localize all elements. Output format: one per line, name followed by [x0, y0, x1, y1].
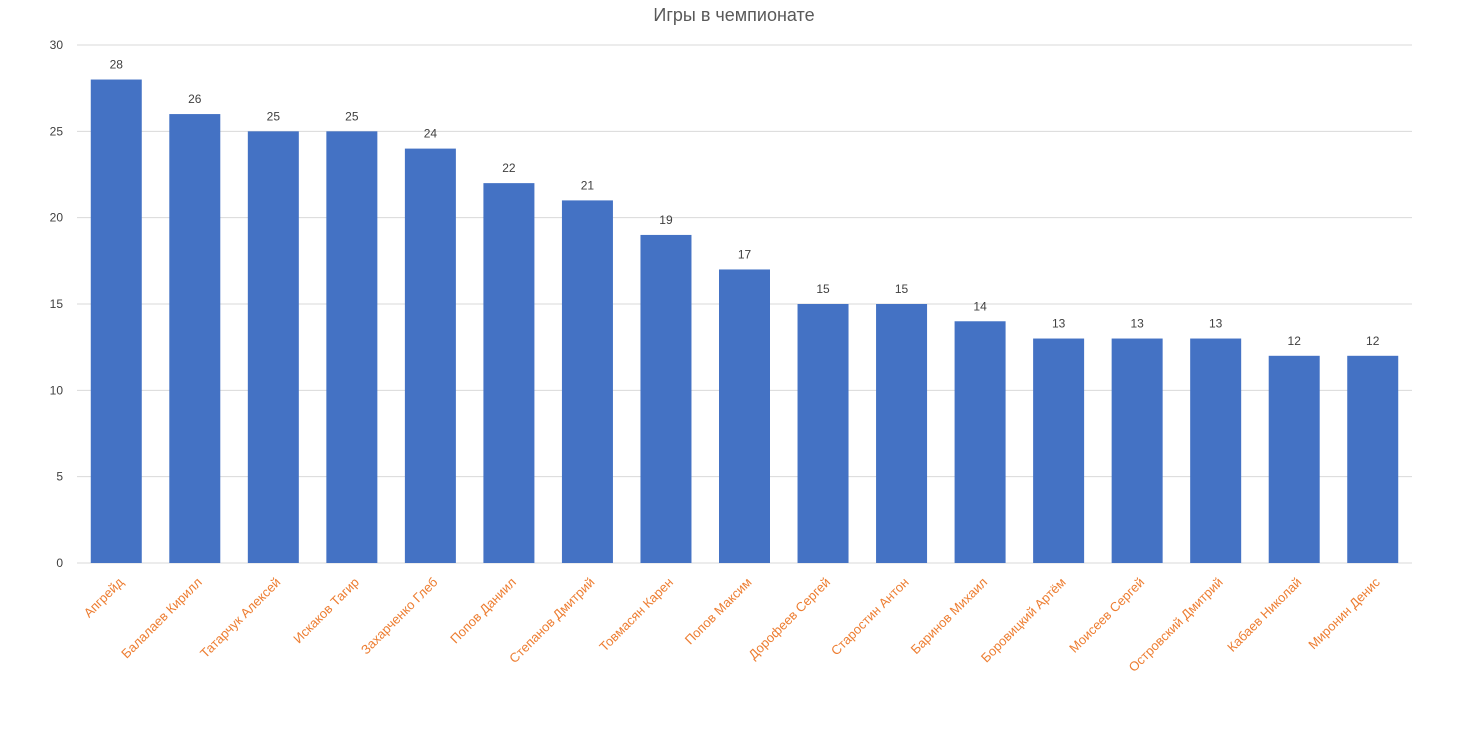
data-label: 13	[1130, 317, 1144, 331]
y-tick-label: 0	[56, 556, 63, 570]
x-tick-label: Дорофеев Сергей	[745, 575, 833, 663]
x-tick-label: Искаков Тагир	[290, 575, 362, 647]
bar	[1190, 338, 1242, 563]
bar	[1268, 355, 1320, 563]
x-tick-label: Степанов Дмитрий	[506, 575, 597, 666]
x-tick-label: Попов Максим	[682, 574, 755, 647]
y-axis-ticks: 0 5 10 15 20 25 30	[50, 38, 64, 570]
bar	[169, 114, 221, 564]
bar	[483, 183, 535, 563]
bar	[561, 200, 613, 563]
chart-title: Игры в чемпионате	[653, 5, 814, 25]
bars	[90, 79, 1399, 564]
bar	[326, 131, 378, 564]
x-tick-label: Попов Даниил	[447, 575, 519, 647]
bar	[247, 131, 299, 564]
data-label: 12	[1288, 334, 1302, 348]
x-tick-label: Боровицкий Артём	[978, 574, 1069, 665]
bar	[719, 269, 770, 563]
data-label: 22	[502, 161, 516, 175]
data-label: 19	[659, 213, 673, 227]
bar	[797, 304, 849, 563]
x-tick-label: Апгрейд	[81, 574, 127, 620]
bar	[954, 321, 1006, 563]
x-tick-label: Баринов Михаил	[908, 575, 991, 658]
bar	[90, 79, 142, 564]
y-tick-label: 25	[50, 124, 64, 138]
data-label: 25	[267, 109, 281, 123]
x-tick-label: Моисеев Сергей	[1066, 575, 1147, 656]
bar	[1033, 338, 1085, 563]
y-tick-label: 15	[50, 297, 64, 311]
bar	[1347, 355, 1399, 563]
data-label: 13	[1052, 317, 1066, 331]
x-tick-label: Старостин Антон	[828, 575, 912, 659]
data-label: 17	[738, 247, 752, 261]
data-label: 15	[895, 282, 909, 296]
x-tick-label: Татарчук Алексей	[197, 575, 283, 661]
x-tick-label: Захарченко Глеб	[358, 575, 441, 658]
bar	[876, 304, 928, 563]
data-label: 26	[188, 92, 202, 106]
bar	[404, 148, 456, 563]
data-label: 12	[1366, 334, 1380, 348]
data-label: 15	[816, 282, 830, 296]
data-label: 13	[1209, 317, 1223, 331]
data-label: 28	[110, 58, 124, 72]
bar	[640, 234, 692, 563]
bar	[1111, 338, 1163, 563]
y-tick-label: 20	[50, 211, 64, 225]
data-label: 21	[581, 178, 595, 192]
x-tick-label: Кабаев Николай	[1224, 575, 1304, 655]
y-tick-label: 5	[56, 470, 63, 484]
data-label: 24	[424, 127, 438, 141]
y-tick-label: 10	[50, 383, 64, 397]
data-labels: 28 26 25 25 24 22 21 19 17 15 15 14 13 13 13 12 12	[110, 58, 1380, 348]
x-tick-label: Миронин Денис	[1305, 574, 1383, 652]
data-label: 14	[973, 299, 987, 313]
data-label: 25	[345, 109, 359, 123]
x-tick-label: Товмасян Карен	[596, 575, 676, 655]
y-tick-label: 30	[50, 38, 64, 52]
x-tick-label: Балалаев Кирилл	[118, 575, 205, 662]
